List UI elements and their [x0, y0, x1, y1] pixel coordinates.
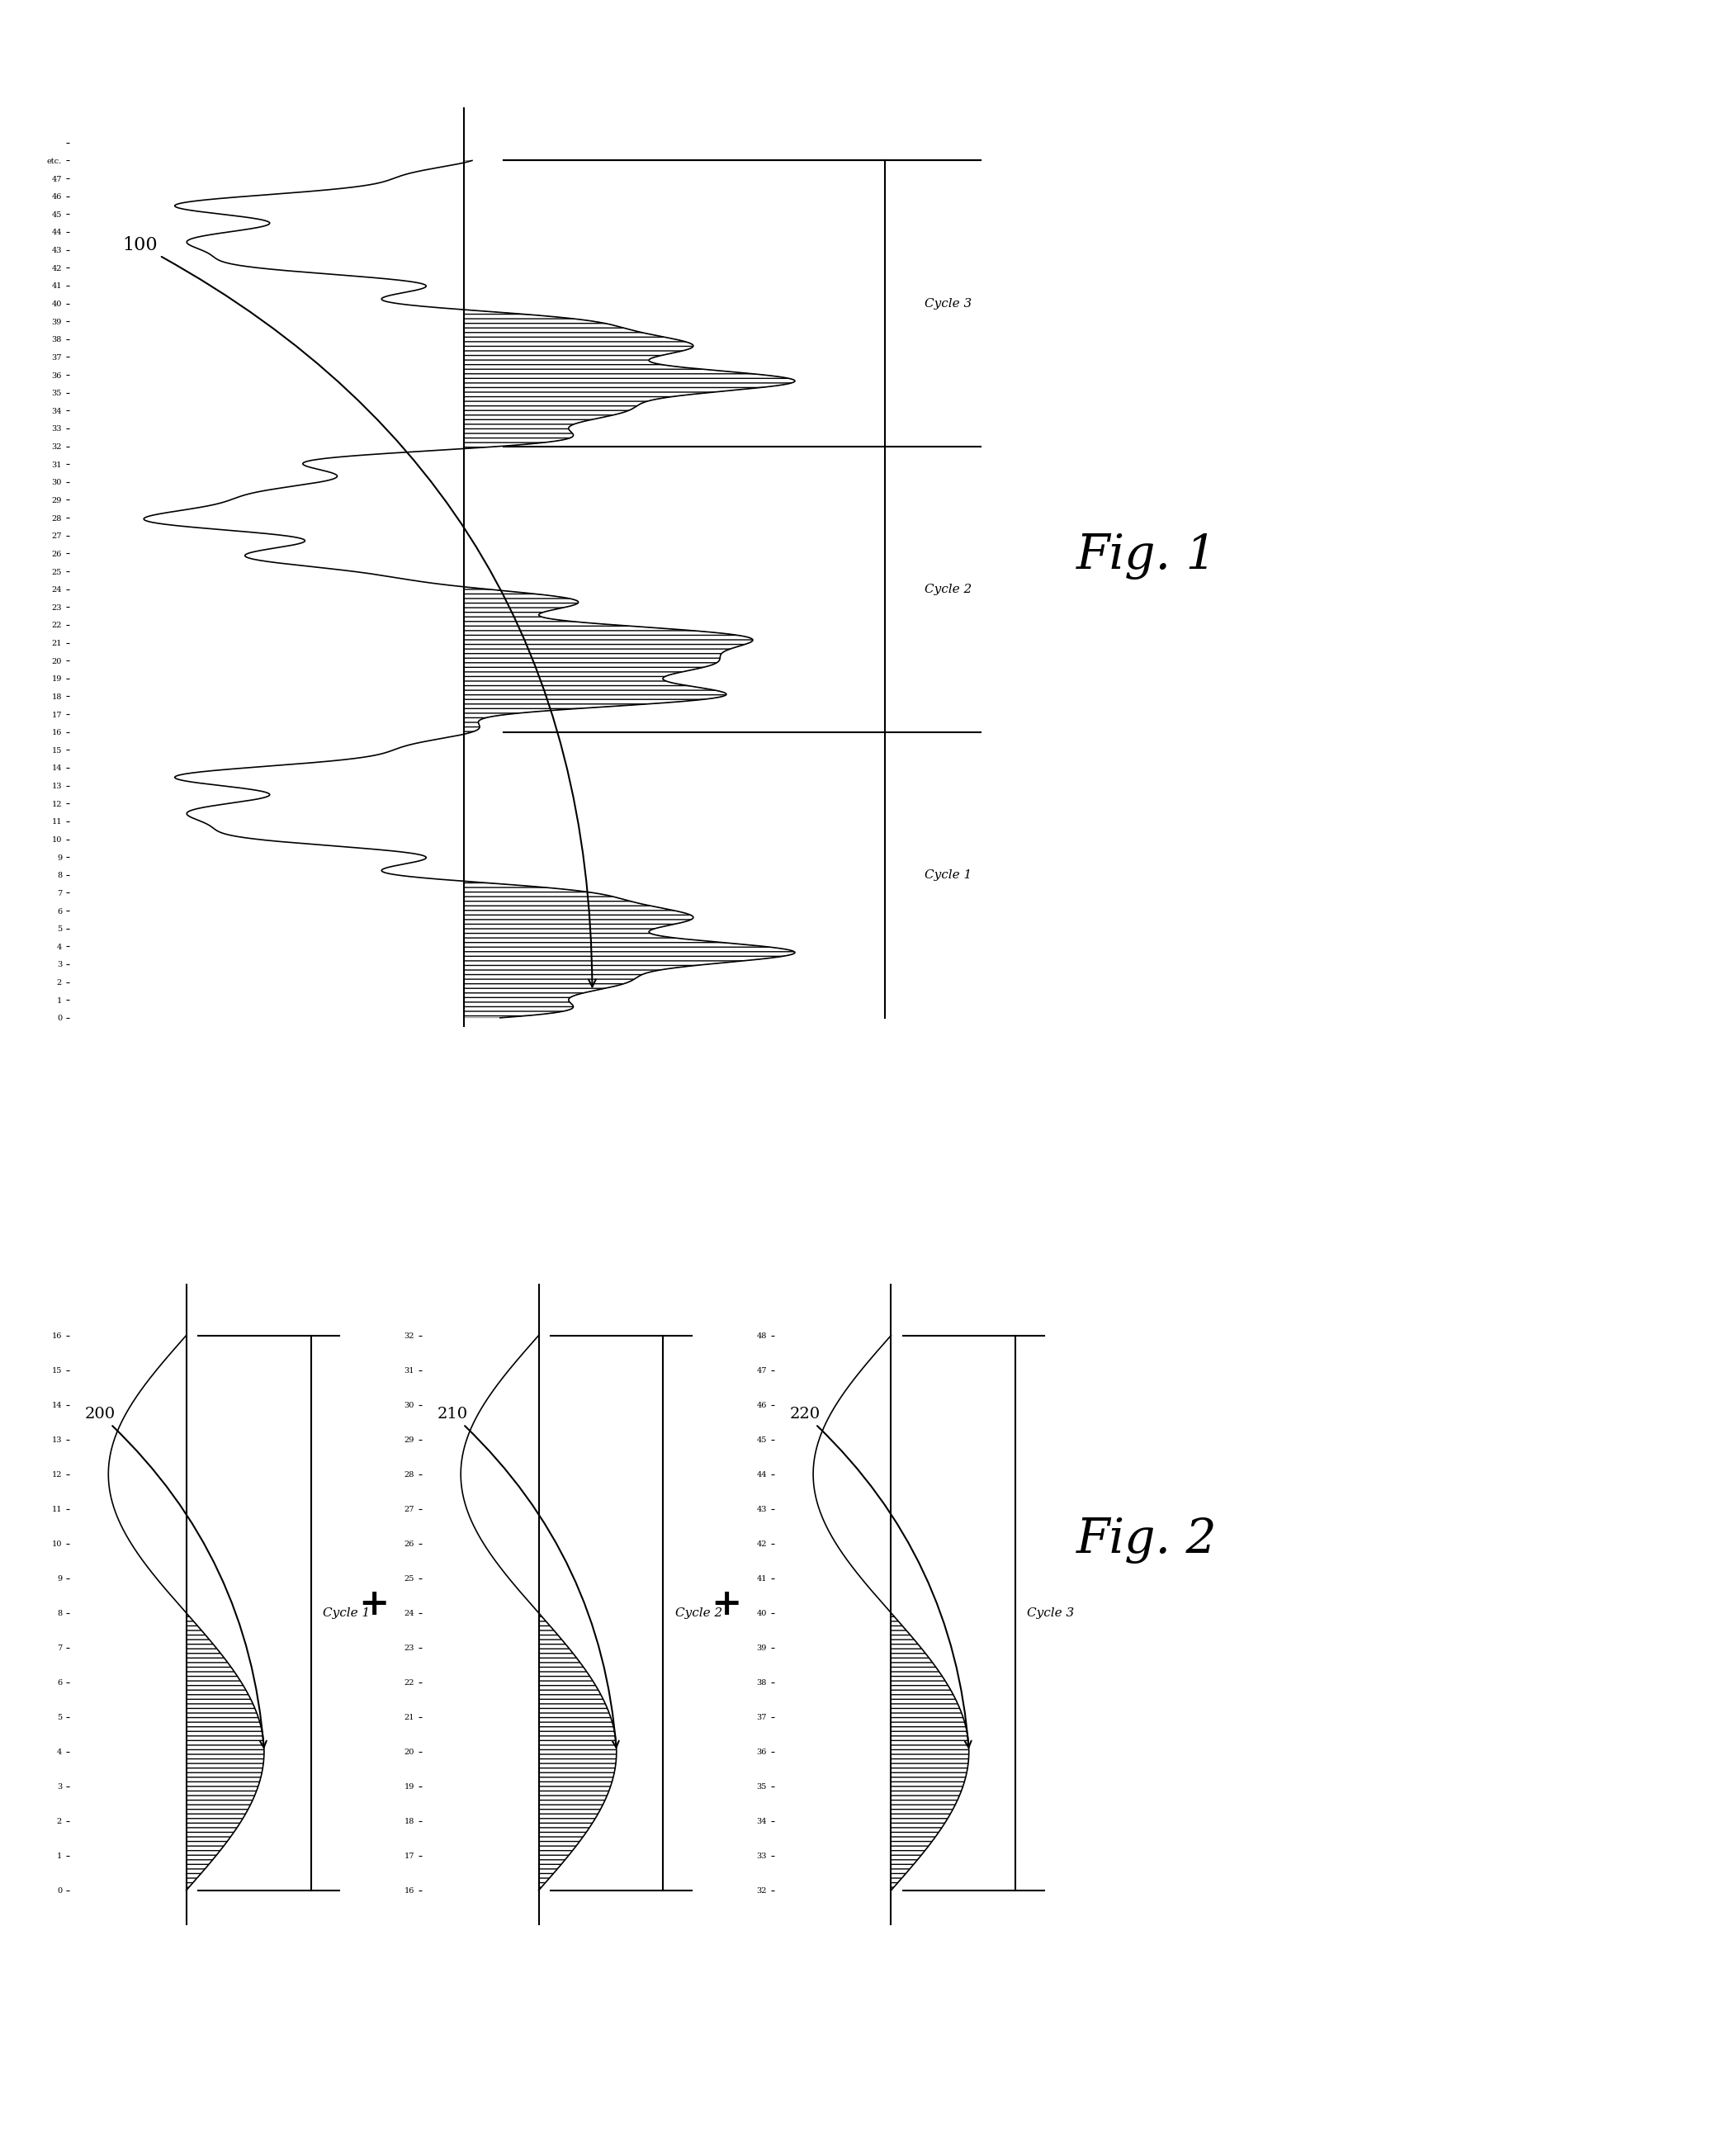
Text: 200: 200 [85, 1407, 267, 1748]
Text: Fig. 2: Fig. 2 [1076, 1517, 1217, 1564]
Text: Cycle 1: Cycle 1 [924, 868, 972, 881]
Text: 100: 100 [122, 235, 595, 986]
Text: +: + [712, 1587, 741, 1621]
Text: 220: 220 [790, 1407, 972, 1748]
Text: Cycle 3: Cycle 3 [1028, 1606, 1075, 1619]
Text: Cycle 1: Cycle 1 [323, 1606, 370, 1619]
Text: Fig. 1: Fig. 1 [1076, 533, 1217, 580]
Text: 210: 210 [437, 1407, 620, 1748]
Text: +: + [359, 1587, 389, 1621]
Text: Cycle 2: Cycle 2 [924, 584, 972, 595]
Text: Cycle 2: Cycle 2 [675, 1606, 722, 1619]
Text: Cycle 3: Cycle 3 [924, 297, 972, 310]
